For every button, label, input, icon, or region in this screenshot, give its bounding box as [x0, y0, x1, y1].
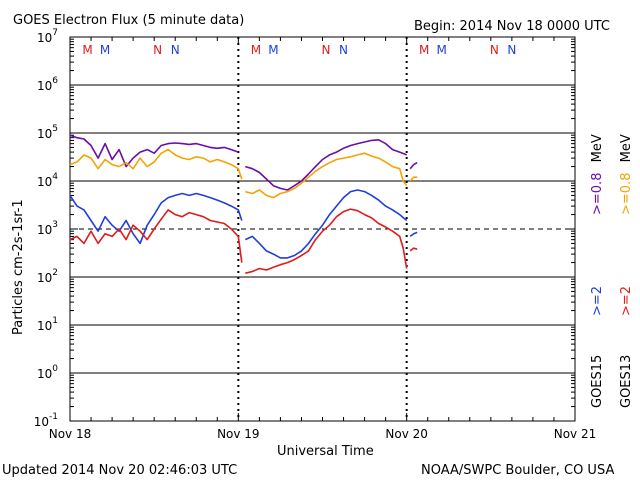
legend-goes15-2: >=2 — [590, 286, 605, 316]
y-axis-label: Particles cm-2s-1sr-1 — [11, 199, 26, 335]
y-tick-label: 105 — [37, 124, 58, 141]
day-boundary-lines — [237, 37, 408, 421]
y-tick-exp: 0 — [52, 364, 58, 374]
mn-marker: N — [322, 43, 331, 57]
legend: >=0.8 MeV >=0.8 MeV >=2 >=2 GOES15 GOES1… — [590, 134, 634, 408]
mn-marker: N — [171, 43, 180, 57]
y-tick-label: 106 — [37, 76, 58, 93]
y-tick-exp: -1 — [49, 412, 58, 422]
y-tick-exp: 4 — [52, 172, 58, 182]
y-tick-base: 10 — [34, 415, 49, 429]
mn-marker: M — [268, 43, 278, 57]
x-axis-ticks: Nov 18 Nov 19 Nov 20 Nov 21 — [49, 37, 597, 441]
legend-goes13-2: >=2 — [619, 286, 634, 316]
legend-goes13-08-energy: >=0.8 — [619, 173, 634, 215]
mn-marker: N — [490, 43, 499, 57]
legend-goes13-sat: GOES13 — [619, 355, 634, 408]
y-tick-label: 103 — [37, 220, 58, 237]
series-line — [69, 192, 243, 245]
legend-goes15-08: >=0.8 MeV — [590, 134, 605, 215]
y-tick-base: 10 — [37, 31, 52, 45]
y-tick-label: 100 — [37, 364, 58, 381]
legend-goes13-08-unit: MeV — [619, 134, 634, 162]
y-tick-exp: 7 — [52, 28, 58, 38]
mn-marker: N — [507, 43, 516, 57]
series-line — [409, 231, 418, 238]
series-line — [409, 161, 418, 170]
series-line — [409, 247, 418, 252]
series-line — [245, 139, 407, 191]
y-tick-base: 10 — [37, 79, 52, 93]
mn-marker: M — [251, 43, 261, 57]
y-tick-label: 107 — [37, 28, 58, 45]
updated-time: Updated 2014 Nov 20 02:46:03 UTC — [2, 463, 237, 478]
series-line — [69, 209, 243, 263]
series-line — [69, 134, 239, 168]
legend-goes15-08-energy: >=0.8 — [590, 173, 605, 215]
x-tick-label: Nov 19 — [217, 427, 260, 441]
y-tick-label: 101 — [37, 316, 58, 333]
series-line — [69, 148, 243, 180]
mn-marker: M — [82, 43, 92, 57]
x-tick-label: Nov 20 — [385, 427, 428, 441]
mn-marker: M — [100, 43, 110, 57]
mn-marker: M — [437, 43, 447, 57]
y-tick-base: 10 — [37, 175, 52, 189]
y-tick-base: 10 — [37, 367, 52, 381]
chart-title: GOES Electron Flux (5 minute data) — [13, 13, 244, 28]
y-axis-label-text: Particles cm-2s-1sr-1 — [11, 199, 26, 335]
y-tick-base: 10 — [37, 319, 52, 333]
y-tick-label: 10-1 — [34, 412, 58, 429]
series-line — [245, 152, 408, 199]
legend-goes13-08: >=0.8 MeV — [619, 134, 634, 215]
flux-series — [69, 134, 418, 274]
y-tick-label: 104 — [37, 172, 58, 189]
x-tick-label: Nov 18 — [49, 427, 92, 441]
y-tick-base: 10 — [37, 127, 52, 141]
x-axis-label: Universal Time — [277, 444, 374, 459]
y-tick-label: 102 — [37, 268, 58, 285]
y-tick-exp: 1 — [52, 316, 58, 326]
y-tick-exp: 2 — [52, 268, 58, 278]
series-line — [244, 189, 408, 259]
y-tick-exp: 5 — [52, 124, 58, 134]
mn-marker: M — [419, 43, 429, 57]
mn-marker: N — [153, 43, 162, 57]
y-tick-base: 10 — [37, 271, 52, 285]
legend-goes15-sat: GOES15 — [590, 355, 605, 408]
credit: NOAA/SWPC Boulder, CO USA — [421, 463, 614, 478]
series-line — [409, 176, 418, 182]
y-tick-exp: 6 — [52, 76, 58, 86]
begin-time: Begin: 2014 Nov 18 0000 UTC — [414, 19, 610, 34]
y-tick-exp: 3 — [52, 220, 58, 230]
mn-marker: N — [339, 43, 348, 57]
y-tick-base: 10 — [37, 223, 52, 237]
legend-goes15-08-unit: MeV — [590, 134, 605, 162]
x-tick-label: Nov 21 — [554, 427, 597, 441]
series-line — [245, 208, 408, 274]
